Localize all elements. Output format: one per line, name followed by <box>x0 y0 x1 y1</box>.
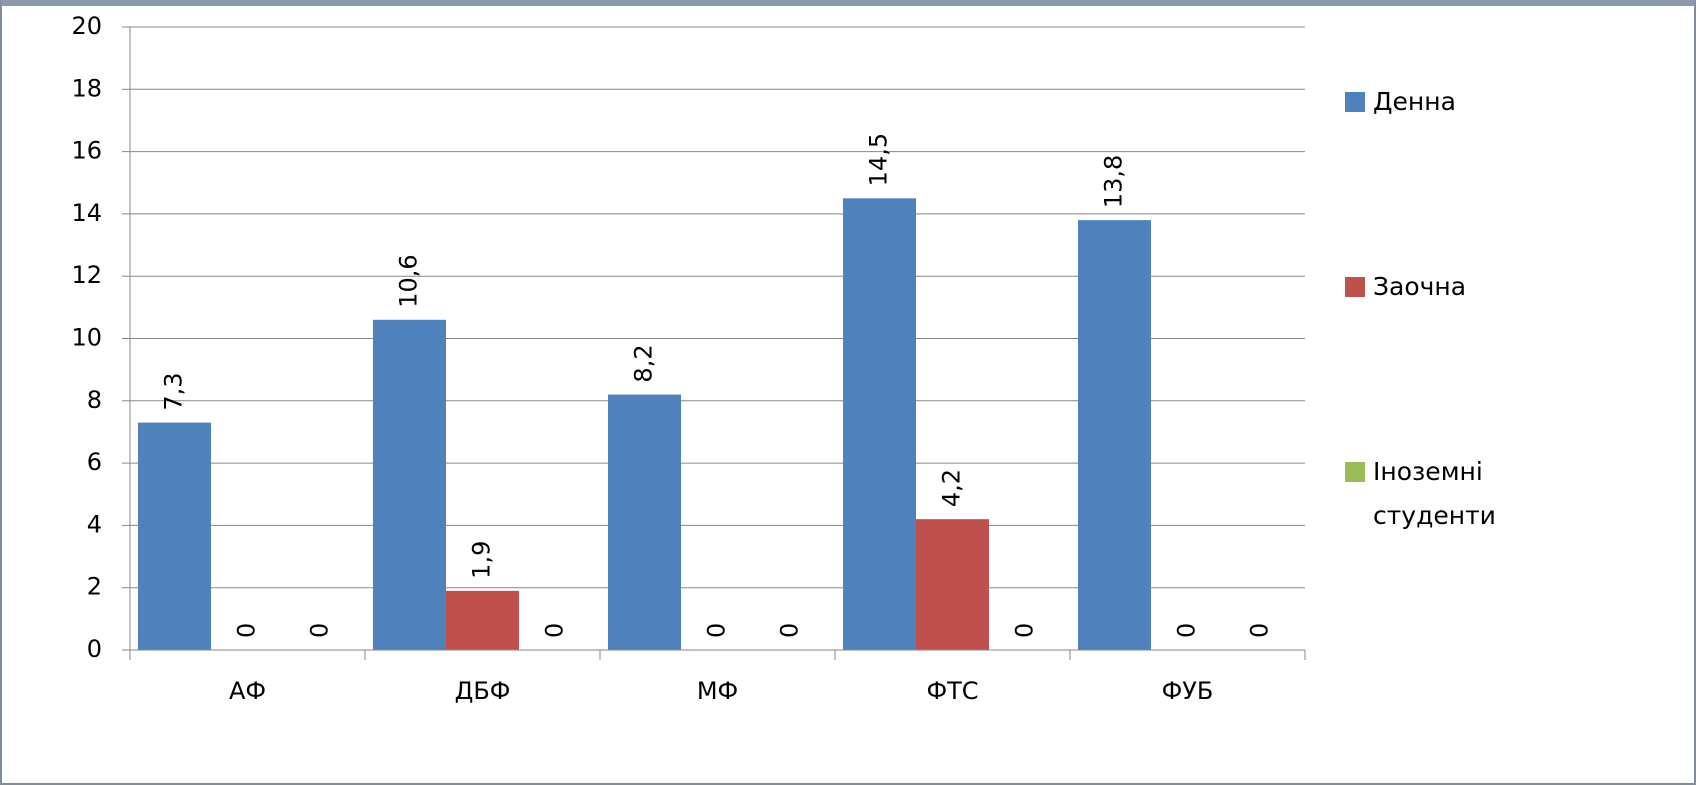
bar <box>608 394 681 650</box>
bar <box>843 198 916 650</box>
x-tick-label: ФТС <box>926 677 978 705</box>
data-label: 7,3 <box>160 372 188 410</box>
data-label: 13,8 <box>1100 155 1128 208</box>
bar <box>373 319 446 650</box>
bar <box>138 422 211 650</box>
data-label: 10,6 <box>395 254 423 307</box>
legend-item: Заочна <box>1345 265 1545 309</box>
y-tick-label: 10 <box>71 324 102 352</box>
y-tick-label: 18 <box>71 74 102 102</box>
y-tick-label: 2 <box>87 573 102 601</box>
y-tick-label: 0 <box>87 635 102 663</box>
data-label: 8,2 <box>630 344 658 382</box>
y-tick-label: 20 <box>71 12 102 40</box>
data-label: 0 <box>1246 623 1274 638</box>
legend-swatch <box>1345 277 1365 297</box>
bar <box>916 519 989 650</box>
x-tick-label: МФ <box>697 677 738 705</box>
data-label: 0 <box>776 623 804 638</box>
x-tick-label: ДБФ <box>455 677 511 705</box>
data-label: 4,2 <box>938 469 966 507</box>
data-label: 0 <box>233 623 261 638</box>
y-tick-label: 16 <box>71 137 102 165</box>
data-label: 0 <box>541 623 569 638</box>
y-tick-label: 12 <box>71 261 102 289</box>
data-label: 0 <box>306 623 334 638</box>
legend-swatch <box>1345 92 1365 112</box>
y-tick-label: 4 <box>87 510 102 538</box>
y-tick-label: 14 <box>71 199 102 227</box>
data-label: 0 <box>703 623 731 638</box>
legend-item: Іноземні студенти <box>1345 450 1545 538</box>
legend-label: Заочна <box>1373 272 1467 301</box>
data-label: 0 <box>1011 623 1039 638</box>
legend-swatch <box>1345 462 1365 482</box>
legend-item: Денна <box>1345 80 1545 124</box>
data-label: 14,5 <box>865 133 893 186</box>
legend-label: Іноземні студенти <box>1373 457 1496 530</box>
data-label: 0 <box>1173 623 1201 638</box>
y-tick-label: 6 <box>87 448 102 476</box>
bar <box>446 590 519 650</box>
frame-top <box>1 0 1695 6</box>
bar <box>1078 220 1151 650</box>
x-tick-label: ФУБ <box>1162 677 1214 705</box>
y-tick-label: 8 <box>87 386 102 414</box>
x-tick-label: АФ <box>229 677 266 705</box>
data-label: 1,9 <box>468 541 496 579</box>
legend-label: Денна <box>1373 87 1456 116</box>
